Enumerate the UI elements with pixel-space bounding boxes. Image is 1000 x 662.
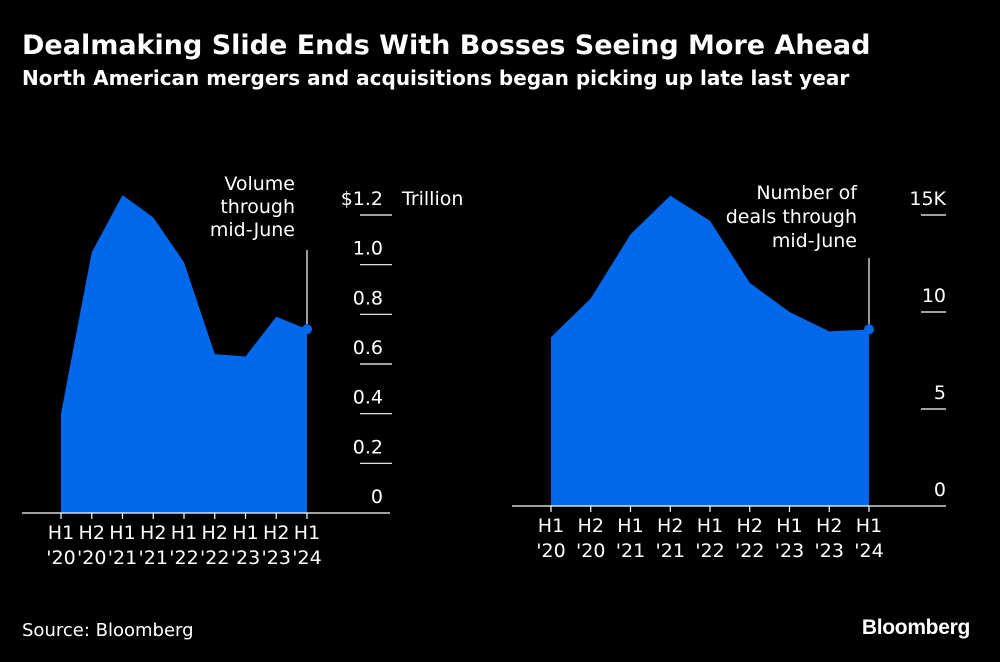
chart-subtitle: North American mergers and acquisitions … [22,66,850,90]
x-tick-label-2-7-bottom: '23 [775,540,804,562]
y-tick-label-2-1: 0 [934,479,946,501]
area-series-1 [61,195,307,513]
x-tick-label-1-4-top: H2 [140,522,166,544]
bloomberg-logo: Bloomberg [861,616,970,639]
x-tick-label-1-7-bottom: '23 [231,547,260,569]
x-tick-label-2-5-bottom: '22 [695,540,724,562]
x-tick-label-2-8-top: H2 [816,515,842,537]
y-tick-label-1-5: 0.8 [353,287,383,309]
y-unit-label-1: Trillion [401,188,463,210]
annotation-text-1-3: mid-June [210,219,295,241]
x-tick-label-1-1-bottom: '20 [46,547,75,569]
x-tick-label-2-1-top: H1 [538,515,564,537]
x-tick-label-2-4-bottom: '21 [656,540,685,562]
annotation-text-2-3: mid-June [772,230,857,252]
y-tick-label-1-1: 0 [371,486,383,508]
annotation-text-2-1: Number of [756,182,858,204]
x-tick-label-2-3-top: H1 [617,515,643,537]
x-tick-label-1-2-bottom: '20 [77,547,106,569]
y-tick-label-2-3: 10 [922,285,946,307]
x-tick-label-1-5-top: H1 [171,522,197,544]
x-tick-label-2-1-bottom: '20 [536,540,565,562]
x-tick-label-2-2-top: H2 [578,515,604,537]
x-tick-label-2-9-bottom: '24 [854,540,883,562]
x-tick-label-2-3-bottom: '21 [616,540,645,562]
x-tick-label-1-2-top: H2 [79,522,105,544]
x-tick-label-1-6-top: H2 [202,522,228,544]
annotation-text-2-2: deals through [726,206,857,228]
y-tick-label-1-2: 0.2 [353,436,383,458]
annotation-text-1-1: Volume [224,173,295,195]
x-tick-label-2-6-bottom: '22 [735,540,764,562]
x-tick-label-1-9-bottom: '24 [292,547,321,569]
x-tick-label-1-6-bottom: '22 [200,547,229,569]
x-tick-label-1-5-bottom: '22 [169,547,198,569]
x-tick-label-1-8-bottom: '23 [262,547,291,569]
data-point-1-9 [302,324,312,335]
y-tick-label-1-3: 0.4 [353,387,383,409]
data-point-2-9 [864,324,874,335]
chart-title: Dealmaking Slide Ends With Bosses Seeing… [22,30,871,61]
x-tick-label-2-5-top: H1 [697,515,723,537]
x-tick-label-1-3-bottom: '21 [108,547,137,569]
x-tick-label-1-9-top: H1 [294,522,320,544]
y-tick-label-2-2: 5 [934,382,946,404]
y-tick-label-2-4: 15K [909,188,946,210]
x-tick-label-2-6-top: H2 [737,515,763,537]
x-tick-label-1-8-top: H2 [263,522,289,544]
x-tick-label-2-9-top: H1 [856,515,882,537]
area-series-2 [551,195,869,506]
x-tick-label-2-4-top: H2 [657,515,683,537]
x-tick-label-2-2-bottom: '20 [576,540,605,562]
x-tick-label-1-3-top: H1 [109,522,135,544]
source-note: Source: Bloomberg [22,620,194,641]
x-tick-label-1-7-top: H1 [232,522,258,544]
x-tick-label-1-1-top: H1 [48,522,74,544]
x-tick-label-2-8-bottom: '23 [815,540,844,562]
y-tick-label-1-6: 1.0 [353,238,383,260]
x-tick-label-1-4-bottom: '21 [139,547,168,569]
y-tick-label-1-4: 0.6 [353,337,383,359]
x-tick-label-2-7-top: H1 [776,515,802,537]
annotation-text-1-2: through [220,196,295,218]
y-tick-label-1-7: $1.2 [341,188,383,210]
